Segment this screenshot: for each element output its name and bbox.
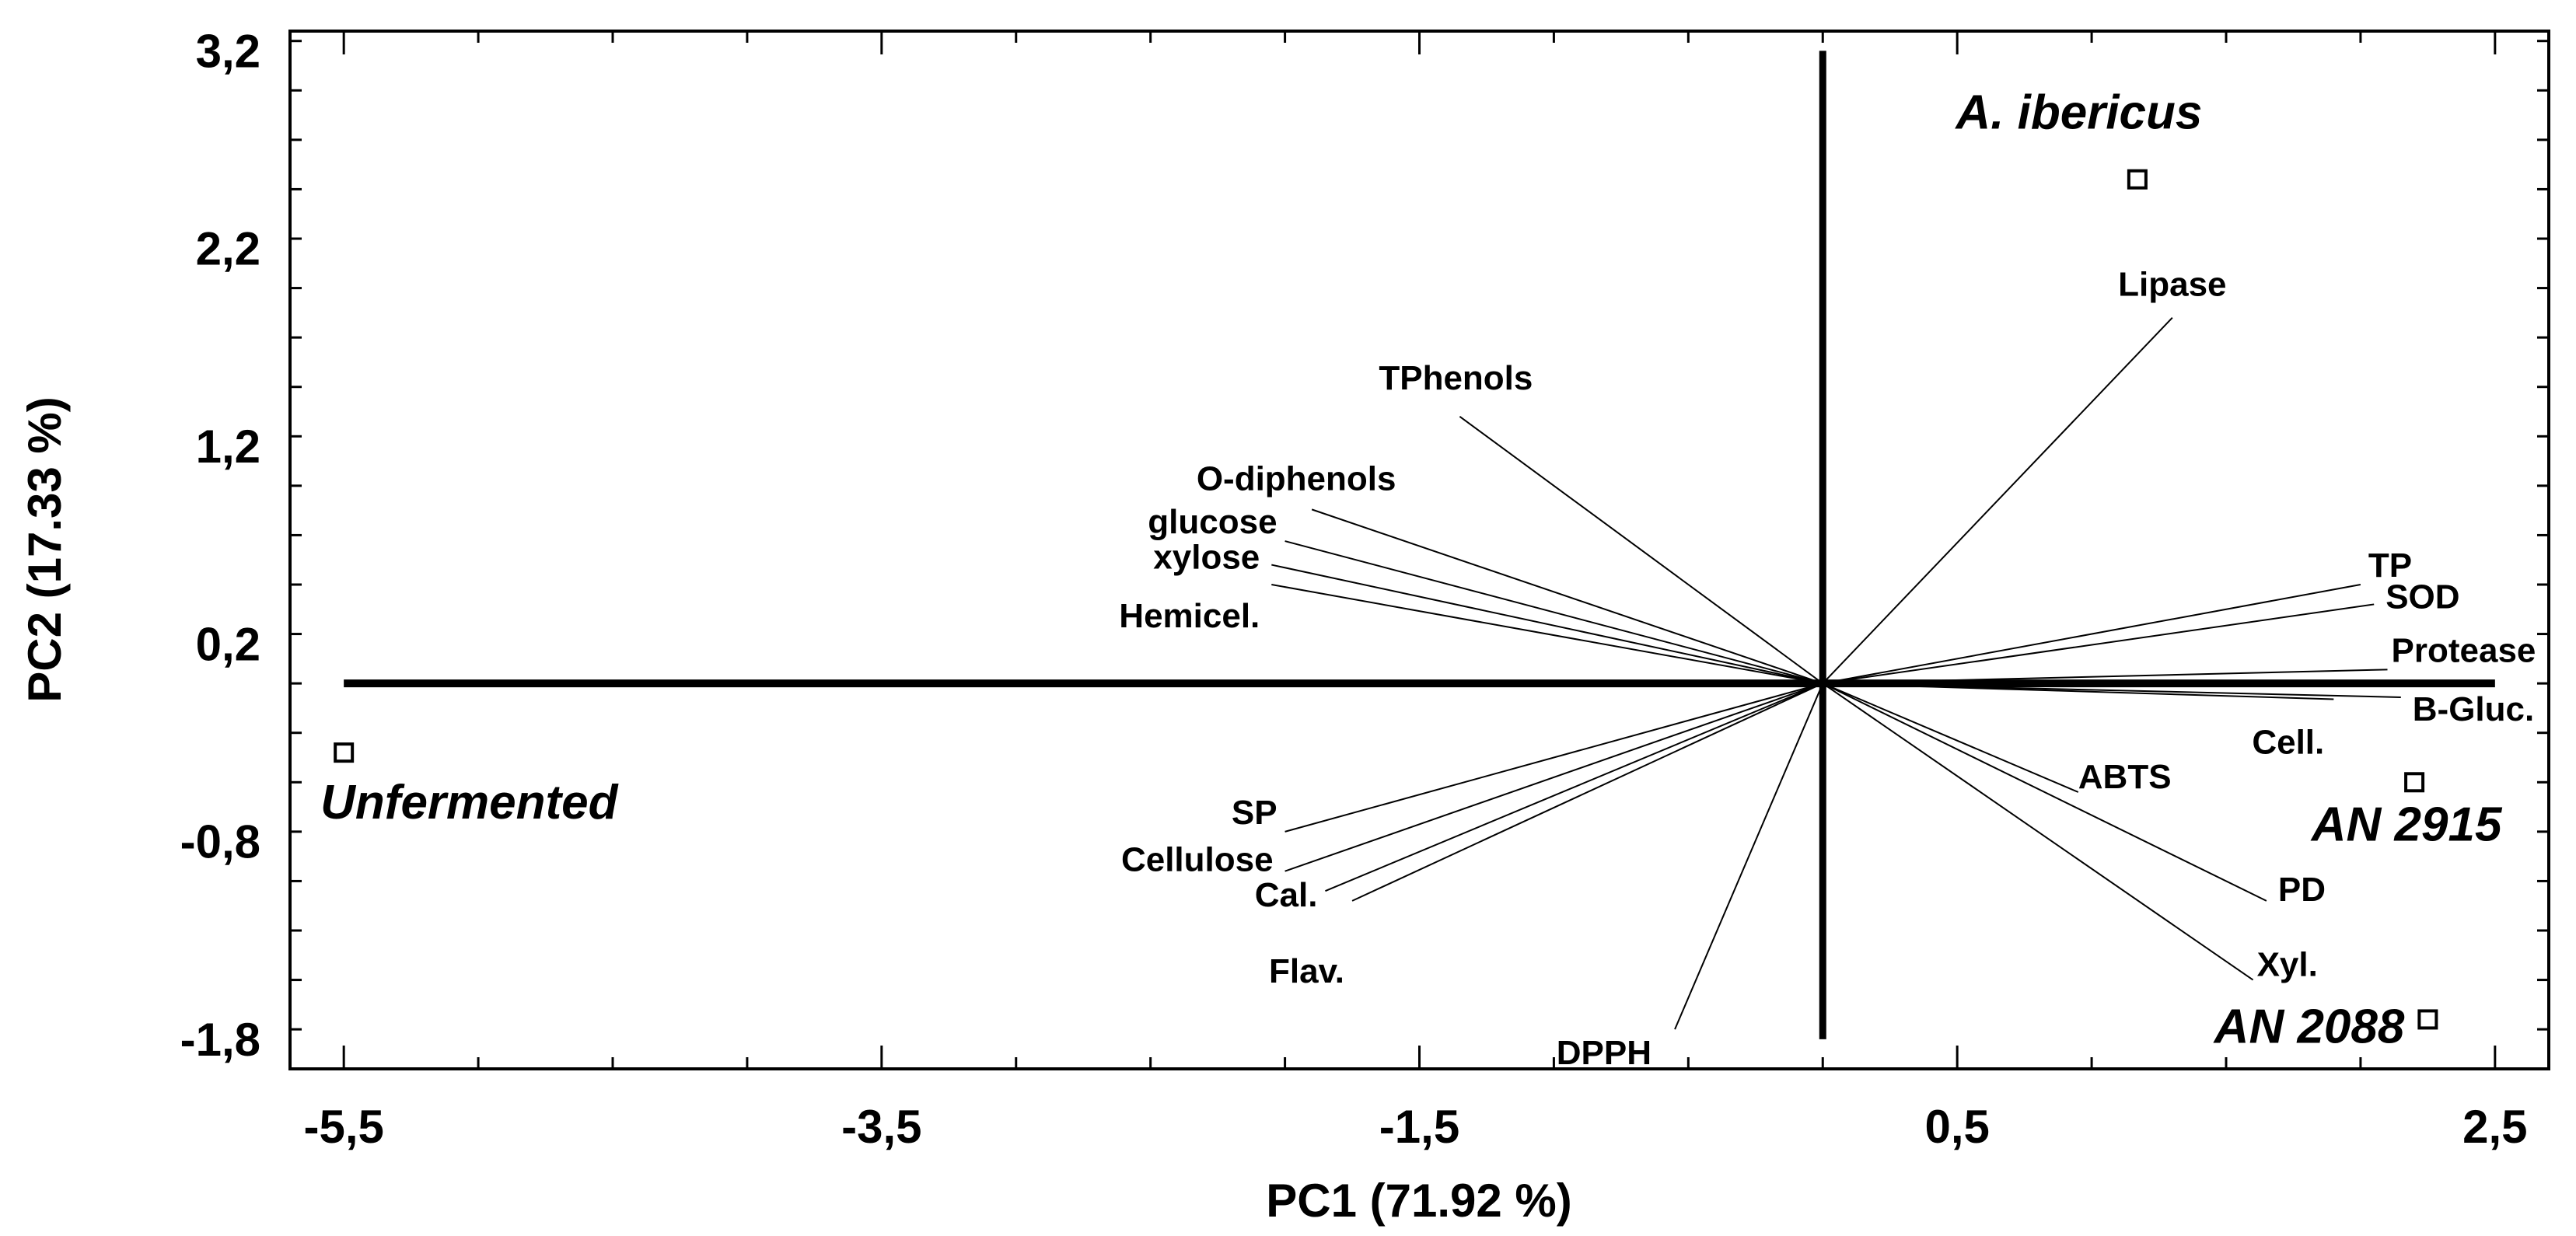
loading-vector-glucose xyxy=(1285,540,1823,685)
loading-vector-sod xyxy=(1823,603,2375,685)
sample-label-an-2088: AN 2088 xyxy=(2213,1000,2405,1053)
loading-label-o-diphenols: O-diphenols xyxy=(1197,459,1396,498)
loading-label-lipase: Lipase xyxy=(2118,266,2226,304)
loading-vectors xyxy=(1271,317,2401,1030)
loading-vector-dpph xyxy=(1674,683,1824,1030)
loading-label-tphenols: TPhenols xyxy=(1379,359,1533,397)
loading-vector-hemicel xyxy=(1271,584,1823,685)
loading-label-cal: Cal. xyxy=(1255,876,1318,914)
loading-vector-cellulose xyxy=(1285,683,1823,872)
loading-label-abts: ABTS xyxy=(2078,758,2172,796)
sample-marker-an-2915 xyxy=(2404,772,2425,793)
loading-label-cellulose: Cellulose xyxy=(1121,841,1274,879)
loading-label-hemicel: Hemicel. xyxy=(1119,597,1260,635)
sample-marker-a-ibericus xyxy=(2127,169,2148,190)
loading-label-pd: PD xyxy=(2278,871,2326,909)
loading-label-xyl: Xyl. xyxy=(2257,946,2318,984)
loading-label-flav: Flav. xyxy=(1269,952,1344,990)
loading-vector-pd xyxy=(1822,683,2267,902)
x-tick-label: -5,5 xyxy=(303,1101,383,1153)
y-tick-label: 3,2 xyxy=(196,25,260,77)
loading-vector-abts xyxy=(1822,683,2079,793)
axis-ticks: -5,5 -3,5 -1,5 0,5 2,5 -1,8 -0,8 0,2 1,2 2,2 3,2 xyxy=(180,25,2549,1153)
loading-label-glucose: glucose xyxy=(1148,503,1277,541)
y-tick-label: 2,2 xyxy=(196,223,260,275)
loading-label-sod: SOD xyxy=(2386,578,2459,616)
center-axes xyxy=(344,51,2495,1039)
x-tick-label: -3,5 xyxy=(841,1101,921,1153)
loading-label-sp: SP xyxy=(1232,794,1278,832)
sample-marker-unfermented xyxy=(334,742,355,763)
loading-vector-cal xyxy=(1325,683,1823,892)
loading-vector-o-diphenols xyxy=(1311,508,1823,685)
loading-label-dpph: DPPH xyxy=(1557,1034,1652,1072)
loading-vector-lipase xyxy=(1822,317,2173,684)
plot-frame xyxy=(288,30,2550,1070)
y-axis-title: PC2 (17.33 %) xyxy=(19,396,71,703)
y-tick-label: 1,2 xyxy=(196,421,260,473)
loading-label-tp: TP xyxy=(2368,546,2412,585)
loading-vector-sp xyxy=(1285,683,1823,833)
sample-label-a-ibericus: A. ibericus xyxy=(1954,86,2202,140)
loading-label-xylose: xylose xyxy=(1153,539,1260,577)
x-tick-label: -1,5 xyxy=(1379,1101,1459,1153)
y-tick-label: 0,2 xyxy=(196,618,260,670)
sample-label-an-2915: AN 2915 xyxy=(2310,798,2503,851)
loading-vector-xyl xyxy=(1822,683,2254,981)
x-tick-label: 0,5 xyxy=(1924,1101,1989,1153)
loading-vector-tp xyxy=(1823,584,2361,685)
sample-label-unfermented: Unfermented xyxy=(320,776,619,829)
y-tick-label: -1,8 xyxy=(180,1014,260,1066)
loading-label-b-gluc: B-Gluc. xyxy=(2413,690,2534,728)
sample-marker-an-2088 xyxy=(2417,1009,2438,1030)
x-axis-title: PC1 (71.92 %) xyxy=(1266,1175,1572,1227)
sample-points: Unfermented A. ibericus AN 2915 AN 2088 xyxy=(320,86,2503,1054)
x-tick-label: 2,5 xyxy=(2462,1101,2527,1153)
loading-vector-flav xyxy=(1351,683,1823,902)
y-tick-label: -0,8 xyxy=(180,816,260,868)
loading-label-protease: Protease xyxy=(2392,631,2536,669)
loading-vector-xylose xyxy=(1271,564,1823,685)
loading-vector-tphenols xyxy=(1459,416,1823,684)
loading-label-cell: Cell. xyxy=(2252,723,2324,761)
